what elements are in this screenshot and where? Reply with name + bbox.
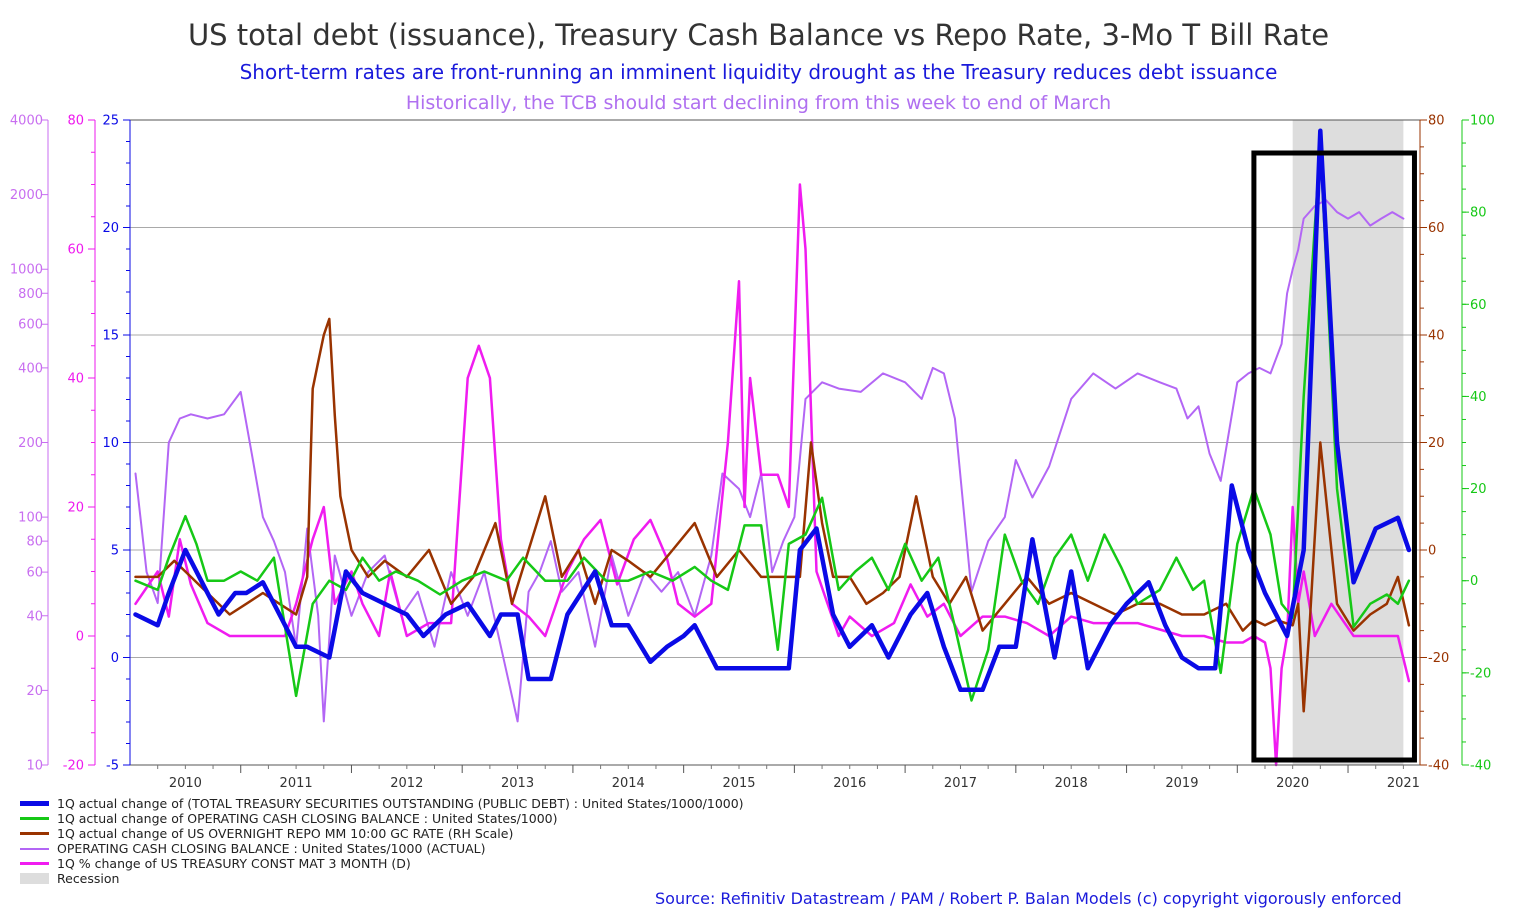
x-tick-label-2016: 2016: [833, 776, 866, 790]
x-tick-label-2011: 2011: [280, 776, 313, 790]
chart-canvas: 2010 2011 2012 2013 2014 2015 2016 2017 2018 2019…: [10, 114, 1495, 791]
legend-swatch-debt: [20, 801, 49, 806]
cash-balance-log-axis-tick-label-200: 200: [18, 436, 43, 451]
cash-change-axis-tick-label--20: -20: [1470, 666, 1491, 681]
x-tick-label-2014: 2014: [612, 776, 645, 790]
repo-axis-tick-label-60: 60: [1428, 221, 1445, 236]
cash-change-axis-tick-label-0: 0: [1470, 574, 1478, 589]
cash-balance-log-axis-tick-label-20: 20: [26, 684, 43, 699]
x-tick-label-2013: 2013: [501, 776, 534, 790]
x-tick-label-2020: 2020: [1276, 776, 1309, 790]
cash-change-axis-tick-label-40: 40: [1470, 390, 1487, 405]
debt-axis-tick-label-5: 5: [111, 544, 119, 559]
cash-balance-log-axis-tick-label-10: 10: [26, 759, 43, 774]
debt-axis-tick-label--5: -5: [106, 759, 119, 774]
legend-label-repo: 1Q actual change of US OVERNIGHT REPO MM…: [57, 826, 514, 841]
legend-item-repo: 1Q actual change of US OVERNIGHT REPO MM…: [20, 826, 744, 841]
debt-axis-tick-label-15: 15: [102, 329, 119, 344]
repo-axis-tick-label--40: -40: [1428, 759, 1449, 774]
legend-swatch-recession: [20, 873, 49, 884]
cash-balance-log-axis-tick-label-60: 60: [26, 566, 43, 581]
highlight-box: [1251, 150, 1417, 763]
x-tick-label-2017: 2017: [944, 776, 977, 790]
cash-change-axis-tick-label-60: 60: [1470, 298, 1487, 313]
cash-change-axis-tick-label-20: 20: [1470, 482, 1487, 497]
legend-item-debt: 1Q actual change of (TOTAL TREASURY SECU…: [20, 796, 744, 811]
debt-axis-tick-label-10: 10: [102, 436, 119, 451]
tbill-axis-tick-label-60: 60: [67, 243, 84, 258]
cash-change-axis-tick-label-80: 80: [1470, 206, 1487, 221]
tbill-axis-tick-label-80: 80: [67, 114, 84, 129]
x-tick-label-2012: 2012: [390, 776, 423, 790]
legend-label-cash-balance: OPERATING CASH CLOSING BALANCE : United …: [57, 841, 486, 856]
cash-balance-log-axis-tick-label-1000: 1000: [10, 263, 43, 278]
legend-label-recession: Recession: [57, 871, 120, 886]
legend-item-recession: Recession: [20, 871, 744, 886]
source-credit: Source: Refinitiv Datastream / PAM / Rob…: [655, 889, 1402, 908]
repo-axis-tick-label-20: 20: [1428, 436, 1445, 451]
cash-balance-log-axis-tick-label-80: 80: [26, 535, 43, 550]
legend-swatch-cash-change: [20, 817, 49, 820]
legend-label-tbill: 1Q % change of US TREASURY CONST MAT 3 M…: [57, 856, 411, 871]
tbill-axis-tick-label-0: 0: [76, 630, 84, 645]
legend-item-cash-change: 1Q actual change of OPERATING CASH CLOSI…: [20, 811, 744, 826]
x-tick-label-2021: 2021: [1387, 776, 1420, 790]
cash-balance-log-axis-tick-label-400: 400: [18, 361, 43, 376]
cash-balance-log-axis-tick-label-100: 100: [18, 511, 43, 526]
cash-change-axis-tick-label-100: 100: [1470, 114, 1495, 129]
debt-axis-tick-label-20: 20: [102, 221, 119, 236]
chart-title: US total debt (issuance), Treasury Cash …: [187, 18, 1330, 52]
cash-change-axis-tick-label--40: -40: [1470, 759, 1491, 774]
chart-subtitle-2: Historically, the TCB should start decli…: [405, 92, 1112, 114]
chart-series-layer: [133, 128, 1412, 767]
legend-item-cash-balance: OPERATING CASH CLOSING BALANCE : United …: [20, 841, 744, 856]
legend-label-cash-change: 1Q actual change of OPERATING CASH CLOSI…: [57, 811, 558, 826]
repo-axis-tick-label-40: 40: [1428, 329, 1445, 344]
legend-swatch-repo: [20, 832, 49, 835]
x-tick-label-2015: 2015: [722, 776, 755, 790]
repo-axis-tick-label--20: -20: [1428, 651, 1449, 666]
cash-balance-log-axis-tick-label-4000: 4000: [10, 114, 43, 129]
chart-subtitle: Short-term rates are front-running an im…: [239, 60, 1278, 84]
x-tick-label-2010: 2010: [169, 776, 202, 790]
repo-axis-tick-label-80: 80: [1428, 114, 1445, 129]
chart-axes-layer: 2010 2011 2012 2013 2014 2015 2016 2017 2018 2019…: [10, 114, 1495, 791]
legend-label-debt: 1Q actual change of (TOTAL TREASURY SECU…: [57, 796, 744, 811]
tbill-axis-tick-label--20: -20: [63, 759, 84, 774]
tbill-axis-tick-label-40: 40: [67, 372, 84, 387]
x-tick-label-2018: 2018: [1055, 776, 1088, 790]
legend: 1Q actual change of (TOTAL TREASURY SECU…: [20, 796, 744, 886]
legend-swatch-tbill: [20, 862, 49, 865]
debt-axis-tick-label-0: 0: [111, 651, 119, 666]
tbill-axis-tick-label-20: 20: [67, 501, 84, 516]
repo-axis-tick-label-0: 0: [1428, 544, 1436, 559]
chart-background-layer: [130, 120, 1420, 765]
series-line-cash-balance: [134, 199, 1405, 723]
series-line-debt: [133, 128, 1412, 693]
cash-balance-log-axis-tick-label-2000: 2000: [10, 188, 43, 203]
cash-balance-log-axis-tick-label-600: 600: [18, 318, 43, 333]
x-tick-label-2019: 2019: [1165, 776, 1198, 790]
legend-item-tbill: 1Q % change of US TREASURY CONST MAT 3 M…: [20, 856, 744, 871]
cash-balance-log-axis-tick-label-40: 40: [26, 609, 43, 624]
debt-axis-tick-label-25: 25: [102, 114, 119, 129]
cash-balance-log-axis-tick-label-800: 800: [18, 287, 43, 302]
legend-swatch-cash-balance: [20, 847, 49, 850]
